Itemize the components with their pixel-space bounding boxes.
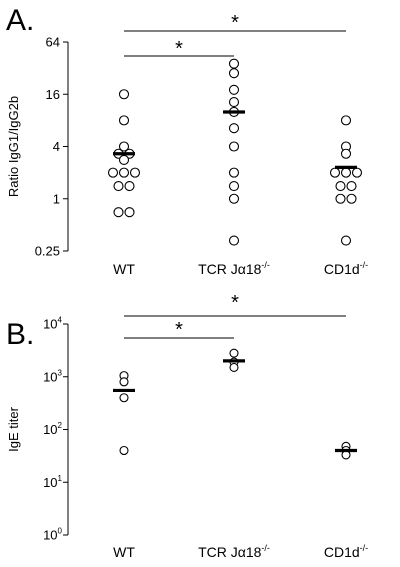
category-label: CD1d-/- [324,543,368,560]
data-point [119,393,129,403]
data-point [229,362,239,373]
data-point [228,68,240,79]
y-tick-label: 4 [53,139,60,154]
data-point [351,167,363,178]
data-point [341,450,351,460]
category-name: CD1d [324,544,360,560]
data-point [329,167,341,178]
data-point [228,97,240,108]
category-superscript: -/- [261,543,270,553]
y-tick-exponent: 1 [58,474,63,483]
data-point [113,207,124,218]
data-point [228,193,240,204]
data-point [129,167,141,178]
data-point [335,181,346,192]
data-point [346,193,357,204]
y-tick-base: 10 [43,422,57,437]
data-point [340,148,352,159]
y-tick-base: 10 [43,369,57,384]
significance-star: * [231,12,239,34]
category-label: WT [113,544,135,560]
category-superscript: -/- [360,260,369,270]
y-tick-exponent: 3 [58,368,63,377]
data-point [113,181,124,192]
data-point [118,89,130,100]
data-point [228,167,240,178]
y-tick-label: 64 [46,35,60,50]
category-label: WT [113,261,135,277]
data-point [119,445,129,456]
y-tick-exponent: 4 [58,316,63,325]
category-label: TCR Jα18-/- [198,543,270,560]
data-point [124,207,135,218]
significance-star: * [175,319,183,341]
data-point [118,167,130,178]
y-tick-label: 0.25 [35,244,60,259]
y-axis-label: Ratio IgG1/IgG2b [6,96,21,197]
data-point [118,154,130,165]
data-point [118,141,130,152]
y-tick-exponent: 2 [58,421,63,430]
y-tick-base: 10 [43,317,57,332]
category-name: WT [113,261,135,277]
y-tick-base: 10 [43,475,57,490]
y-axis-label: IgE titer [6,406,21,451]
y-tick-label: 102 [43,421,62,437]
category-superscript: -/- [360,543,369,553]
y-tick-label: 104 [43,316,62,332]
panel-label: B. [6,318,34,351]
panel-label: A. [6,4,34,37]
category-name: WT [113,544,135,560]
data-point [228,58,240,69]
data-point [335,193,346,204]
y-tick-label: 100 [43,527,62,543]
y-tick-label: 103 [43,368,62,384]
data-point [340,115,352,126]
data-point [228,84,240,95]
data-point [346,181,357,192]
data-point [228,181,240,192]
y-tick-label: 101 [43,474,62,490]
data-point [340,235,352,246]
category-name: TCR Jα18 [198,261,262,277]
y-tick-label: 1 [53,191,60,206]
data-point [229,348,239,358]
y-tick-exponent: 0 [58,527,63,536]
y-tick-label: 16 [46,87,60,102]
significance-star: * [175,38,183,60]
data-point [228,123,240,134]
category-label: TCR Jα18-/- [198,260,270,277]
data-point [118,115,130,126]
y-tick-base: 10 [43,528,57,543]
data-point [228,141,240,152]
category-name: TCR Jα18 [198,544,262,560]
significance-star: * [231,292,239,314]
data-point [340,167,352,178]
category-superscript: -/- [261,260,270,270]
category-name: CD1d [324,261,360,277]
data-point [119,377,129,387]
category-label: CD1d-/- [324,260,368,277]
data-point [124,181,135,192]
data-point [107,167,119,178]
data-point [228,235,240,246]
